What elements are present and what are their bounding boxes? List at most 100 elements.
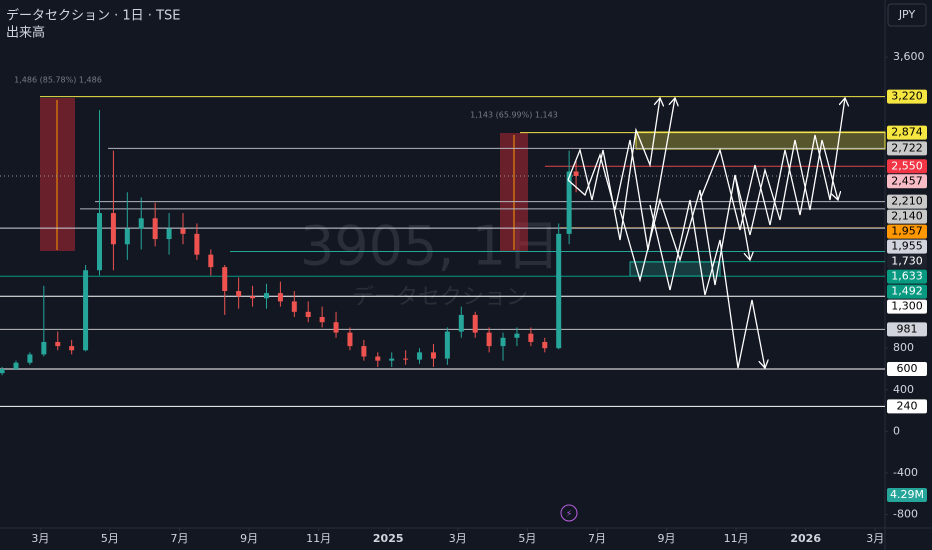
level-label: 3,220 <box>891 90 923 103</box>
y-tick-label: 0 <box>893 424 900 437</box>
y-tick-label: 400 <box>893 383 914 396</box>
level-label: 1,957 <box>891 225 923 238</box>
y-tick-label: 800 <box>893 341 914 354</box>
candle-body <box>305 311 311 318</box>
candle-body <box>500 337 506 347</box>
candle-body <box>486 332 492 347</box>
x-tick-label: 3月 <box>866 532 884 545</box>
level-label: 2,874 <box>891 126 923 139</box>
candle-body <box>152 218 158 240</box>
candle-body <box>222 267 228 292</box>
candle-body <box>389 358 395 361</box>
x-tick-label: 3月 <box>449 532 467 545</box>
x-tick-label: 11月 <box>724 532 749 545</box>
level-label: 2,722 <box>891 141 923 154</box>
measure-label: 1,486 (85.78%) 1,486 <box>14 76 102 85</box>
event-icon-glyph: ⚡ <box>566 510 572 520</box>
level-badge <box>887 89 927 104</box>
candle-body <box>458 314 464 332</box>
candle-body <box>573 171 579 176</box>
x-tick-label: 9月 <box>658 532 676 545</box>
candle-body <box>375 356 381 361</box>
candle-body <box>403 358 409 360</box>
level-label: 2,550 <box>891 159 923 172</box>
level-label: 1,955 <box>891 240 923 253</box>
x-tick-label: 9月 <box>240 532 258 545</box>
candle-body <box>166 228 172 240</box>
level-label: 981 <box>897 322 918 335</box>
level-badge <box>887 125 927 140</box>
level-label: 1,730 <box>891 255 923 268</box>
candle-body <box>138 218 144 229</box>
candle-body <box>236 291 242 297</box>
level-label: 240 <box>897 399 918 412</box>
level-label: 1,633 <box>891 270 923 283</box>
y-tick-label: -400 <box>893 466 918 479</box>
level-label: 1,492 <box>891 285 923 298</box>
zigzag <box>567 98 675 251</box>
candle-body <box>472 314 478 333</box>
candle-body <box>180 228 186 234</box>
volume-title: 出来高 <box>6 25 45 41</box>
candles <box>0 110 579 376</box>
level-badge <box>887 254 927 269</box>
candle-body <box>55 341 61 347</box>
candle-body <box>41 341 47 355</box>
candle-body <box>319 317 325 323</box>
candle-body <box>263 293 269 299</box>
candle-body <box>27 354 33 363</box>
candle-body <box>69 346 75 351</box>
level-badge <box>887 361 927 376</box>
zigzag <box>734 139 838 236</box>
candle-body <box>444 331 450 359</box>
candle-body <box>430 352 436 359</box>
level-badge <box>887 322 927 337</box>
candle-body <box>83 270 89 351</box>
candle-body <box>361 346 367 357</box>
levels: 3,220 2,874 2,722 2,550 2,457 2,210 2,140 1,957… <box>0 89 927 414</box>
level-badge <box>887 209 927 224</box>
level-label: 2,210 <box>891 195 923 208</box>
watermark-name: データセクション <box>352 285 528 310</box>
x-tick-label: 5月 <box>101 532 119 545</box>
currency-button[interactable] <box>887 3 927 27</box>
candle-body <box>556 233 562 349</box>
x-tick-label: 7月 <box>588 532 606 545</box>
x-tick-label: 5月 <box>518 532 536 545</box>
candle-body <box>194 233 200 255</box>
level-badge <box>887 174 927 189</box>
candle-body <box>110 213 116 245</box>
candle-body <box>566 171 572 234</box>
level-badge <box>887 224 927 239</box>
y-tick-label: 3,600 <box>893 50 925 63</box>
level-badge <box>887 194 927 209</box>
level-badge <box>887 399 927 414</box>
x-tick-label: 3月 <box>31 532 49 545</box>
zigzag <box>567 98 660 241</box>
level-badge <box>887 299 927 314</box>
candle-body <box>13 362 19 369</box>
zigzag <box>699 98 845 231</box>
candle-body <box>291 301 297 312</box>
level-badge <box>887 269 927 284</box>
volume-badge <box>887 488 927 502</box>
candle-body <box>347 332 353 347</box>
level-badge <box>887 284 927 299</box>
chart-title: データセクション · 1日 · TSE <box>6 8 180 24</box>
candle-body <box>208 254 214 268</box>
x-tick-label: 2026 <box>790 532 821 545</box>
level-badge <box>887 239 927 254</box>
candle-body <box>542 341 548 349</box>
event-icon[interactable] <box>560 504 578 522</box>
candle-body <box>96 213 102 271</box>
candle-body <box>514 333 520 338</box>
x-tick-label: 7月 <box>171 532 189 545</box>
x-tick-label: 11月 <box>306 532 331 545</box>
scenario-arrows <box>567 98 845 368</box>
candle-body <box>528 333 534 342</box>
zone-box <box>635 131 886 150</box>
candle-body <box>277 293 283 302</box>
candle-body <box>417 352 423 360</box>
